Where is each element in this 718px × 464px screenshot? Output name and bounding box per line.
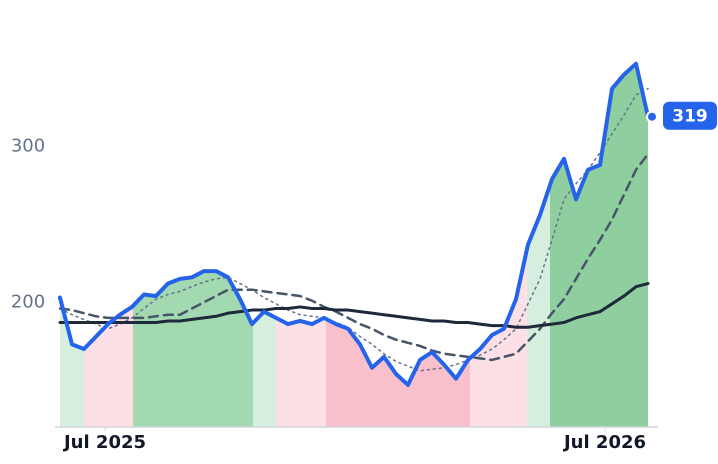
last-value-label: 319 — [672, 107, 708, 127]
series-line — [59, 87, 649, 372]
region — [527, 185, 550, 427]
series-line — [58, 282, 650, 329]
last-point — [646, 110, 658, 123]
region — [253, 311, 276, 427]
series-line — [58, 152, 650, 362]
series-line — [58, 61, 650, 387]
region — [326, 318, 470, 427]
last-value-badge — [663, 101, 717, 130]
region — [470, 249, 527, 427]
region — [60, 297, 84, 427]
region — [84, 305, 133, 427]
y-tick-label: 200 — [11, 291, 45, 312]
region — [276, 317, 326, 427]
region — [550, 63, 648, 427]
region — [133, 271, 253, 427]
y-tick-label: 300 — [11, 135, 45, 156]
x-tick-label: Jul 2025 — [62, 432, 146, 453]
x-tick-label: Jul 2026 — [562, 432, 646, 453]
